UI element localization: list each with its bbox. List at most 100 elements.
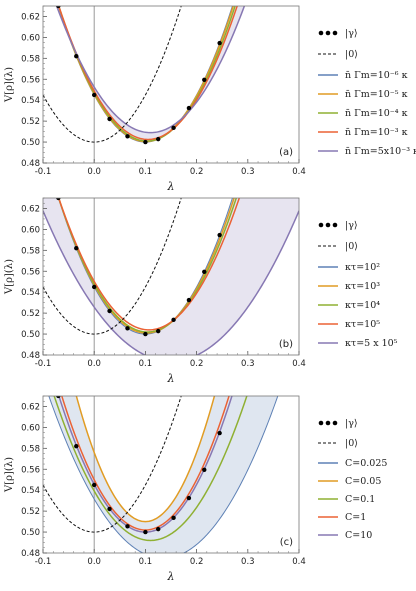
- y-tick-label: 0.48: [21, 351, 40, 361]
- y-tick-label: 0.62: [21, 402, 40, 412]
- series-line-2: [53, 396, 248, 542]
- y-tick-label: 0.52: [21, 507, 40, 517]
- y-tick-label: 0.58: [21, 54, 40, 64]
- y-axis-label: V[ρ](λ): [4, 457, 15, 493]
- legend-entry-3: n̄ Γm=10⁻⁵ κ: [318, 89, 408, 100]
- y-tick-label: 0.52: [21, 117, 40, 127]
- legend-entry-5: C=1: [318, 512, 366, 523]
- coherent-point-4: [125, 134, 130, 139]
- x-tick-label: -0.1: [35, 557, 52, 567]
- x-tick-label: 0.3: [241, 359, 255, 369]
- legend-entry-1: |0⟩: [318, 241, 358, 252]
- legend-entry-4: n̄ Γm=10⁻⁴ κ: [318, 108, 408, 119]
- coherent-point-1: [74, 444, 79, 449]
- x-tick-label: 0.0: [87, 167, 101, 177]
- x-tick-label: 0.0: [87, 359, 101, 369]
- y-tick-label: 0.56: [21, 465, 40, 475]
- plot-area: [43, 6, 246, 163]
- series-line-1: [57, 6, 235, 143]
- coherent-point-6: [156, 526, 161, 532]
- x-tick-label: 0.1: [139, 167, 153, 177]
- coherent-point-2: [92, 92, 97, 98]
- coherent-point-10: [217, 430, 222, 436]
- legend-entry-4: κτ=10⁴: [318, 300, 380, 311]
- coherent-point-7: [171, 317, 176, 323]
- legend-entry-1: |0⟩: [318, 49, 358, 60]
- panel-label: (b): [279, 339, 293, 350]
- legend-label: κτ=10³: [345, 281, 380, 292]
- legend-label: κτ=10⁵: [345, 319, 380, 330]
- panel-label: (c): [280, 537, 293, 548]
- legend-swatch-dot-0: [318, 30, 324, 36]
- legend-label: |γ⟩: [345, 418, 358, 429]
- coherent-point-0: [56, 198, 61, 201]
- legend-swatch-dot-2: [332, 420, 338, 426]
- legend-label: C=1: [345, 512, 366, 523]
- coherent-point-9: [202, 77, 207, 82]
- panel-c: -0.1 0.0 0.1 0.2 0.3 0.4 0.48 0.50 0.52 0.54 0.56 0…: [4, 395, 387, 583]
- legend: |γ⟩ |0⟩ n̄ Γm=10⁻⁶ κ n̄ Γm=10⁻⁵ κ n̄ Γm=10⁻⁴…: [318, 28, 416, 157]
- coherent-point-8: [186, 297, 192, 303]
- x-tick-label: -0.1: [35, 167, 52, 177]
- legend-entry-6: C=10: [318, 530, 372, 541]
- x-axis-label: λ: [167, 570, 175, 583]
- legend-label: |γ⟩: [345, 28, 358, 39]
- coherent-point-9: [202, 269, 207, 274]
- y-tick-label: 0.58: [21, 444, 40, 454]
- y-tick-label: 0.56: [21, 75, 40, 85]
- y-tick-label: 0.52: [21, 309, 40, 319]
- series-line-2: [57, 6, 236, 142]
- legend-entry-2: κτ=10²: [318, 262, 380, 273]
- legend-label: C=0.025: [345, 458, 387, 469]
- x-tick-label: 0.2: [190, 167, 204, 177]
- coherent-point-3: [107, 308, 112, 314]
- y-tick-label: 0.48: [21, 159, 40, 169]
- legend-label: n̄ Γm=10⁻³ κ: [345, 127, 408, 138]
- y-tick-label: 0.50: [21, 528, 40, 538]
- y-tick-label: 0.48: [21, 549, 40, 559]
- panel-a: -0.1 0.0 0.1 0.2 0.3 0.4 0.48 0.50 0.52 0.54 0.56 0…: [4, 5, 416, 193]
- x-tick-label: 0.4: [292, 359, 306, 369]
- y-tick-label: 0.60: [21, 423, 40, 433]
- x-tick-label: 0.3: [241, 167, 255, 177]
- plot-area: [43, 396, 279, 553]
- legend-swatch-dot-1: [325, 420, 331, 426]
- x-tick-label: 0.4: [292, 167, 306, 177]
- coherent-point-7: [171, 125, 176, 131]
- y-tick-label: 0.54: [21, 288, 40, 298]
- x-tick-label: 0.0: [87, 557, 101, 567]
- coherent-point-3: [107, 116, 112, 122]
- plot-frame: [42, 5, 300, 164]
- x-axis-label: λ: [167, 180, 175, 193]
- legend-entry-2: n̄ Γm=10⁻⁶ κ: [318, 70, 408, 81]
- coherent-point-4: [125, 524, 130, 529]
- x-tick-label: 0.1: [139, 557, 153, 567]
- series-line-3: [57, 198, 241, 331]
- x-tick-label: 0.1: [139, 359, 153, 369]
- legend-label: C=10: [345, 530, 372, 541]
- coherent-point-4: [125, 326, 130, 331]
- legend-entry-3: C=0.05: [318, 476, 381, 487]
- shaded-band: [48, 396, 278, 553]
- legend-label: n̄ Γm=10⁻⁴ κ: [345, 108, 408, 119]
- legend-entry-4: C=0.1: [318, 494, 375, 505]
- legend-entry-3: κτ=10³: [318, 281, 380, 292]
- legend-entry-5: n̄ Γm=10⁻³ κ: [318, 127, 408, 138]
- y-tick-label: 0.54: [21, 486, 40, 496]
- coherent-point-3: [107, 506, 112, 512]
- legend-entry-2: C=0.025: [318, 458, 387, 469]
- legend-swatch-dot-0: [318, 222, 324, 228]
- x-tick-label: 0.2: [190, 359, 204, 369]
- legend-entry-0: |γ⟩: [318, 28, 358, 39]
- y-axis-label: V[ρ](λ): [4, 67, 15, 103]
- coherent-point-7: [171, 515, 176, 521]
- legend-entry-0: |γ⟩: [318, 220, 358, 231]
- legend-label: n̄ Γm=10⁻⁶ κ: [345, 70, 408, 81]
- series-line-4: [43, 210, 299, 355]
- coherent-point-0: [56, 6, 61, 9]
- series-line-0: [57, 6, 233, 143]
- series-line-4: [55, 6, 246, 134]
- coherent-point-10: [217, 40, 222, 46]
- coherent-point-5: [143, 139, 148, 145]
